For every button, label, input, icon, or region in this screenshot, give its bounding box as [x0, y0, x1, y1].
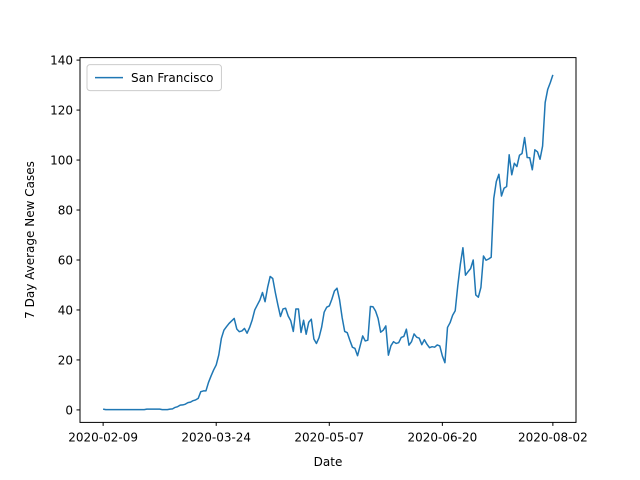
y-tick-label: 80 [58, 204, 73, 218]
legend-label: San Francisco [131, 71, 213, 85]
y-tick-label: 40 [58, 303, 73, 317]
x-axis-label: Date [314, 455, 343, 469]
axes-frame [79, 57, 577, 423]
y-tick-label: 100 [50, 154, 73, 168]
y-tick-label: 140 [50, 54, 73, 68]
legend: San Francisco [86, 64, 222, 92]
legend-box [86, 64, 222, 92]
x-tick-label: 2020-03-24 [181, 430, 251, 444]
x-tick-label: 2020-06-20 [407, 430, 477, 444]
y-tick-label: 120 [50, 104, 73, 118]
x-tick-label: 2020-08-02 [518, 430, 588, 444]
y-axis-label: 7 Day Average New Cases [23, 161, 37, 319]
y-tick-label: 0 [65, 403, 73, 417]
y-tick-label: 60 [58, 253, 73, 267]
line [102, 74, 554, 411]
y-tick-label: 20 [58, 353, 73, 367]
x-tick-label: 2020-02-09 [68, 430, 138, 444]
x-tick-label: 2020-05-07 [294, 430, 364, 444]
